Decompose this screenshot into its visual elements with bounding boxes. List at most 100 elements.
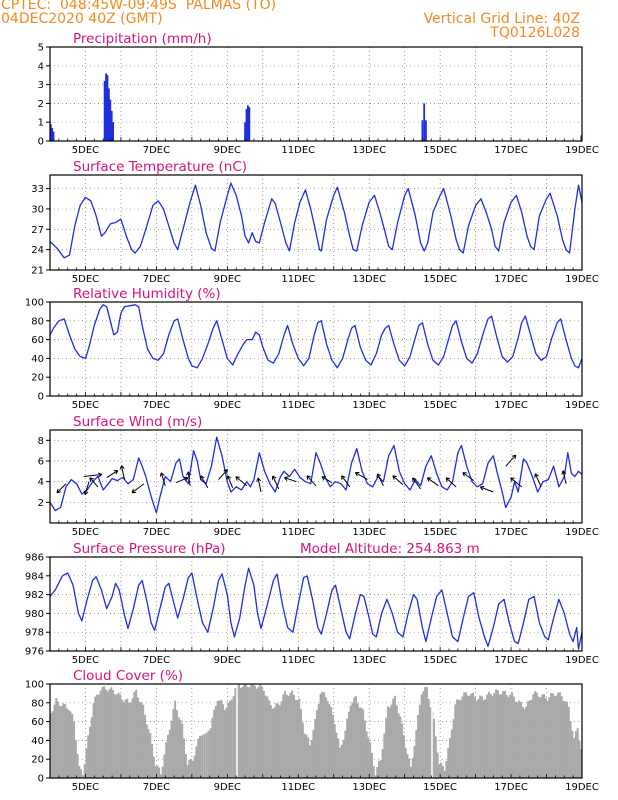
cloud-bar <box>477 698 480 778</box>
x-tick-label: 7DEC <box>143 274 170 285</box>
cloud-bar <box>418 704 421 778</box>
cloud-bar <box>167 734 170 778</box>
cloud-bar <box>365 731 368 778</box>
wind-vector-head <box>480 485 485 488</box>
wind-vector-head <box>56 488 59 493</box>
cloud-bar <box>112 690 115 778</box>
cloud-bar <box>550 693 553 778</box>
cloud-bar <box>339 747 342 778</box>
x-tick-label: 9DEC <box>214 527 241 538</box>
wind-vector-head <box>84 491 89 496</box>
cloud-bar <box>198 735 201 778</box>
x-tick-label: 5DEC <box>72 655 99 666</box>
wind-vector-head <box>445 477 451 480</box>
cloud-bar <box>273 707 276 778</box>
cloud-bar <box>122 701 125 778</box>
cloud-bar <box>168 730 171 778</box>
cloud-bar <box>83 763 86 778</box>
cloud-bar <box>472 692 475 778</box>
wind-vector <box>341 475 351 488</box>
cloud-bar <box>392 698 395 778</box>
cloud-bar <box>558 692 561 778</box>
x-tick-label: 7DEC <box>143 400 170 411</box>
cloud-bar <box>220 700 223 778</box>
cloud-bar <box>316 710 318 778</box>
cloud-bar <box>239 687 242 778</box>
cloud-bar <box>257 687 260 778</box>
wind-vector <box>200 475 209 489</box>
cloud-bar <box>468 695 471 778</box>
x-tick-label: 15DEC <box>423 274 457 285</box>
cloud-bar <box>503 691 506 778</box>
cloud-bar <box>152 756 155 778</box>
cloud-bar <box>128 702 131 778</box>
cloud-bar <box>397 713 400 778</box>
cloud-bar <box>574 731 577 778</box>
wind-vector-head <box>341 475 346 478</box>
cloud-bar <box>250 684 253 778</box>
x-tick-label: 7DEC <box>143 145 170 156</box>
wind-vector <box>187 471 191 486</box>
cloud-bar <box>184 754 187 778</box>
cloud-bar <box>452 719 455 778</box>
cloud-bar <box>218 700 221 778</box>
cloud-bar <box>165 742 168 778</box>
wind-vector <box>106 470 119 478</box>
cloud-bar <box>65 708 68 778</box>
wind-vector <box>218 469 228 480</box>
cloud-bar <box>406 754 409 778</box>
cloud-bar <box>245 684 248 778</box>
cloud-bar <box>314 718 317 778</box>
x-tick-label: 19DEC <box>565 274 599 285</box>
cloud-bar <box>78 766 81 778</box>
cloud-bar <box>243 684 246 778</box>
cloud-bar <box>367 737 370 778</box>
panel-2 <box>46 174 583 271</box>
cloud-bar <box>479 695 482 778</box>
cloud-bar <box>55 698 58 778</box>
x-tick-label: 19DEC <box>565 527 599 538</box>
cloud-bar <box>489 693 492 778</box>
cloud-bar <box>110 687 113 778</box>
y-tick-label: 6 <box>38 457 44 468</box>
cloud-bar <box>475 700 478 778</box>
cloud-bar <box>466 695 469 778</box>
cloud-bar <box>399 716 402 778</box>
wind-vector <box>412 477 422 490</box>
precip-bar <box>51 127 54 141</box>
cloud-bar <box>317 703 320 778</box>
cloud-bar <box>578 740 581 778</box>
cloud-bar <box>53 704 56 778</box>
cloud-bar <box>308 745 311 778</box>
wind-vector-head <box>412 477 417 480</box>
cloud-bar <box>484 699 487 778</box>
wind-vector-head <box>115 470 119 475</box>
x-tick-label: 7DEC <box>143 655 170 666</box>
cloud-bar <box>539 697 542 778</box>
cloud-bar <box>548 697 551 778</box>
cloud-bar <box>388 707 391 778</box>
cloud-bar <box>347 711 350 778</box>
wind-vector-head <box>392 475 395 480</box>
cloud-bar <box>323 692 326 778</box>
cloud-bar <box>51 711 54 778</box>
cloud-bar <box>64 703 67 778</box>
x-tick-label: 11DEC <box>281 782 315 793</box>
cloud-bar <box>179 719 182 778</box>
x-tick-label: 15DEC <box>423 145 457 156</box>
cloud-bar <box>69 711 72 778</box>
wind-vector-head <box>160 472 165 476</box>
wind-vector <box>84 481 90 495</box>
x-tick-label: 7DEC <box>143 527 170 538</box>
wind-vector <box>257 477 262 493</box>
cloud-bar <box>516 702 519 778</box>
cloud-bar <box>227 702 230 778</box>
wind-vector <box>56 483 67 494</box>
cloud-bar <box>151 743 154 778</box>
x-tick-label: 17DEC <box>494 527 528 538</box>
cloud-bar <box>340 744 343 778</box>
cloud-bar <box>216 700 219 778</box>
cloud-bar <box>573 738 576 778</box>
cloud-bar <box>62 703 65 778</box>
wind-vector-head <box>257 477 262 482</box>
